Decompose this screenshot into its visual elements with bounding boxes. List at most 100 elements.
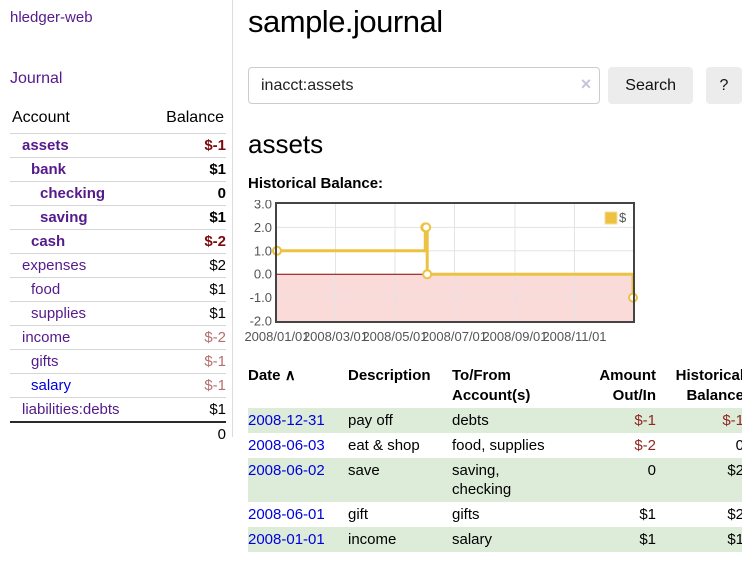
transaction-date-link[interactable]: 2008-06-01 [248, 506, 325, 523]
transaction-balance: $2 [727, 462, 742, 479]
clear-search-icon[interactable]: × [580, 74, 592, 94]
transaction-description: save [348, 462, 380, 479]
help-button[interactable]: ? [706, 67, 742, 104]
account-row: gifts $-1 [10, 349, 226, 374]
account-balance: $1 [148, 205, 226, 230]
account-row: food $1 [10, 277, 226, 302]
transaction-amount: $1 [639, 531, 656, 548]
svg-text:0.0: 0.0 [254, 267, 272, 282]
svg-text:2.0: 2.0 [254, 220, 272, 235]
transaction-amount: $-2 [634, 437, 656, 454]
svg-text:2008/09/01: 2008/09/01 [482, 329, 547, 344]
transaction-date-link[interactable]: 2008-01-01 [248, 531, 325, 548]
account-balance: 0 [148, 181, 226, 206]
legend-swatch [604, 211, 618, 225]
account-row: cash $-2 [10, 229, 226, 254]
register-table: Date ∧ Description To/From Account(s) Am… [248, 364, 742, 552]
transaction-amount: 0 [647, 462, 656, 479]
search-button[interactable]: Search [608, 67, 693, 104]
transaction-accounts: saving, checking [452, 462, 512, 498]
transaction-accounts: food, supplies [452, 437, 545, 454]
register-header-balance: Historical Balance [675, 367, 742, 404]
svg-text:2008/03/01: 2008/03/01 [303, 329, 368, 344]
legend-label: $ [619, 210, 627, 225]
transaction-description: pay off [348, 412, 393, 429]
account-link[interactable]: liabilities:debts [22, 401, 120, 418]
svg-text:2008/01/01: 2008/01/01 [244, 329, 309, 344]
balance-chart: $3.0 2.0 1.0 0.0 -1.0 -2.0 2008/01/01 2008/03/0… [241, 200, 742, 347]
page: hledger-web Journal Account Balance asse… [10, 0, 742, 552]
account-balance: $1 [148, 277, 226, 302]
sidebar-item-journal[interactable]: Journal [10, 70, 63, 87]
account-row: assets $-1 [10, 133, 226, 158]
svg-text:1.0: 1.0 [254, 243, 272, 258]
account-balance: $2 [148, 253, 226, 278]
search-input[interactable] [248, 67, 601, 104]
search-bar: × Search ? [248, 67, 742, 104]
account-balance: $-1 [148, 133, 226, 158]
accounts-total-row: 0 [10, 421, 226, 446]
transaction-row: 2008-06-02 save saving, checking 0 $2 [248, 458, 742, 502]
account-balance: $1 [148, 301, 226, 326]
account-link[interactable]: cash [31, 233, 66, 250]
account-link[interactable]: checking [40, 185, 106, 202]
page-title: sample.journal [248, 4, 443, 39]
transaction-description: gift [348, 506, 369, 523]
account-link[interactable]: saving [40, 209, 88, 226]
account-row: income $-2 [10, 325, 226, 350]
accounts-header-row: Account Balance [10, 106, 226, 134]
transaction-date-link[interactable]: 2008-06-03 [248, 437, 325, 454]
account-link[interactable]: bank [31, 161, 67, 178]
account-link[interactable]: food [31, 281, 61, 298]
svg-text:2008/07/01: 2008/07/01 [422, 329, 487, 344]
transaction-description: eat & shop [348, 437, 420, 454]
transaction-amount: $-1 [634, 412, 656, 429]
svg-text:3.0: 3.0 [254, 200, 272, 212]
account-row: bank $1 [10, 157, 226, 182]
accounts-header-account: Account [12, 109, 70, 126]
accounts-table: Account Balance assets $-1 bank $1 check… [10, 106, 226, 446]
transaction-row: 2008-12-31 pay off debts $-1 $-1 [248, 408, 742, 433]
account-link[interactable]: supplies [31, 305, 87, 322]
account-row: saving $1 [10, 205, 226, 230]
account-link[interactable]: assets [22, 137, 69, 154]
account-link[interactable]: salary [31, 377, 72, 394]
account-row: liabilities:debts $1 [10, 397, 226, 422]
transaction-date-link[interactable]: 2008-06-02 [248, 462, 325, 479]
transaction-balance: $-1 [722, 412, 742, 429]
account-row: supplies $1 [10, 301, 226, 326]
account-balance: $1 [148, 157, 226, 182]
transaction-accounts: debts [452, 412, 489, 429]
register-header-date[interactable]: Date ∧ [248, 367, 296, 384]
transaction-row: 2008-01-01 income salary $1 $1 [248, 527, 742, 552]
chart-title: Historical Balance: [248, 175, 384, 192]
transaction-accounts: salary [452, 531, 493, 548]
account-row: checking 0 [10, 181, 226, 206]
transaction-description: income [348, 531, 397, 548]
account-balance: $-2 [148, 229, 226, 254]
register-header-amount: Amount Out/In [599, 367, 656, 404]
transaction-row: 2008-06-03 eat & shop food, supplies $-2… [248, 433, 742, 458]
app-brand-link[interactable]: hledger-web [10, 9, 93, 26]
transaction-row: 2008-06-01 gift gifts $1 $2 [248, 502, 742, 527]
accounts-header-balance: Balance [166, 109, 224, 126]
main-content: sample.journal × Search ? assets Histori… [233, 0, 742, 552]
account-balance: $-1 [148, 349, 226, 374]
account-heading: assets [248, 129, 324, 159]
transaction-balance: $1 [727, 531, 742, 548]
sort-ascending-icon: ∧ [284, 367, 296, 384]
account-link[interactable]: income [22, 329, 71, 346]
transaction-amount: $1 [639, 506, 656, 523]
svg-text:-1.0: -1.0 [250, 290, 272, 305]
transaction-date-link[interactable]: 2008-12-31 [248, 412, 325, 429]
register-header-accounts: To/From Account(s) [452, 367, 531, 404]
account-link[interactable]: gifts [31, 353, 59, 370]
account-row: expenses $2 [10, 253, 226, 278]
svg-text:2008/11/01: 2008/11/01 [542, 329, 606, 344]
account-row: salary $-1 [10, 373, 226, 398]
register-header-description: Description [348, 367, 431, 384]
account-link[interactable]: expenses [22, 257, 87, 274]
svg-text:-2.0: -2.0 [250, 314, 272, 329]
transaction-balance: $2 [727, 506, 742, 523]
transaction-accounts: gifts [452, 506, 480, 523]
